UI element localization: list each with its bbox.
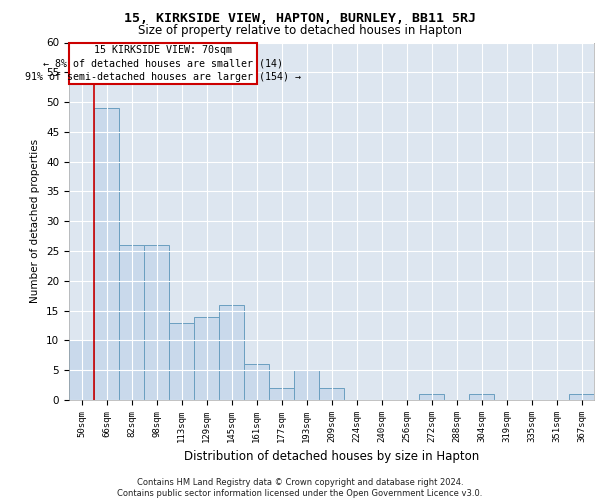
Bar [244,364,269,400]
Bar [269,388,294,400]
Bar [469,394,494,400]
Text: Contains HM Land Registry data © Crown copyright and database right 2024.
Contai: Contains HM Land Registry data © Crown c… [118,478,482,498]
Bar [294,370,319,400]
Y-axis label: Number of detached properties: Number of detached properties [31,139,40,304]
Bar [119,245,144,400]
Text: 15 KIRKSIDE VIEW: 70sqm
← 8% of detached houses are smaller (14)
91% of semi-det: 15 KIRKSIDE VIEW: 70sqm ← 8% of detached… [25,45,301,82]
X-axis label: Distribution of detached houses by size in Hapton: Distribution of detached houses by size … [184,450,479,464]
Text: Size of property relative to detached houses in Hapton: Size of property relative to detached ho… [138,24,462,37]
Bar [169,322,194,400]
Bar [319,388,344,400]
Bar [569,394,594,400]
Text: 15, KIRKSIDE VIEW, HAPTON, BURNLEY, BB11 5RJ: 15, KIRKSIDE VIEW, HAPTON, BURNLEY, BB11… [124,12,476,26]
Bar [69,42,257,84]
Bar [194,316,219,400]
Bar [419,394,444,400]
Bar [94,108,119,400]
Bar [69,340,94,400]
Bar [219,304,244,400]
Bar [144,245,169,400]
